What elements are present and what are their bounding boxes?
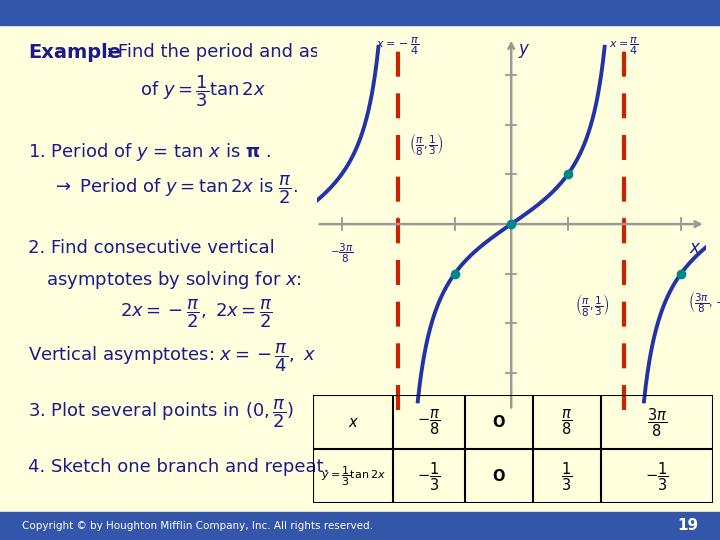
Text: 2. Find consecutive vertical: 2. Find consecutive vertical bbox=[28, 239, 275, 256]
Text: 3. Plot several points in $(0, \dfrac{\pi}{2})$: 3. Plot several points in $(0, \dfrac{\p… bbox=[28, 398, 294, 430]
Text: $-\dfrac{3\pi}{8}$: $-\dfrac{3\pi}{8}$ bbox=[330, 242, 354, 265]
Text: of $y = \dfrac{1}{3}\tan 2x$: of $y = \dfrac{1}{3}\tan 2x$ bbox=[140, 73, 266, 109]
Text: : Find the period and asymptotes and sketch the graph: : Find the period and asymptotes and ske… bbox=[106, 43, 602, 62]
Text: $x$: $x$ bbox=[348, 415, 359, 430]
Text: $\dfrac{\pi}{8}$: $\dfrac{\pi}{8}$ bbox=[562, 408, 572, 437]
Text: $x = \dfrac{\pi}{4}$: $x = \dfrac{\pi}{4}$ bbox=[610, 36, 639, 57]
Text: $\dfrac{3\pi}{8}$: $\dfrac{3\pi}{8}$ bbox=[647, 406, 667, 438]
Text: $2x = -\dfrac{\pi}{2},\ 2x = \dfrac{\pi}{2}$: $2x = -\dfrac{\pi}{2},\ 2x = \dfrac{\pi}… bbox=[120, 298, 273, 330]
Text: $-\dfrac{1}{3}$: $-\dfrac{1}{3}$ bbox=[418, 460, 441, 492]
Text: $\rightarrow$ Period of $y = \tan 2x$ is $\dfrac{\pi}{2}$.: $\rightarrow$ Period of $y = \tan 2x$ is… bbox=[52, 173, 298, 206]
Text: $\mathbf{O}$: $\mathbf{O}$ bbox=[492, 414, 506, 430]
Text: $y=\dfrac{1}{3}\tan 2x$: $y=\dfrac{1}{3}\tan 2x$ bbox=[321, 464, 385, 488]
Text: $x$: $x$ bbox=[689, 239, 702, 257]
Text: Example: Example bbox=[28, 43, 121, 63]
Text: Copyright © by Houghton Mifflin Company, Inc. All rights reserved.: Copyright © by Houghton Mifflin Company,… bbox=[22, 521, 373, 531]
Text: 19: 19 bbox=[678, 518, 698, 534]
Text: $-\dfrac{\pi}{8}$: $-\dfrac{\pi}{8}$ bbox=[418, 408, 441, 437]
Text: $\left(\dfrac{3\pi}{8},-\dfrac{1}{3}\right)$: $\left(\dfrac{3\pi}{8},-\dfrac{1}{3}\rig… bbox=[688, 289, 720, 315]
Text: $\left(\dfrac{\pi}{8},\dfrac{1}{3}\right)$: $\left(\dfrac{\pi}{8},\dfrac{1}{3}\right… bbox=[409, 131, 443, 157]
Text: $\dfrac{1}{3}$: $\dfrac{1}{3}$ bbox=[562, 460, 572, 492]
Text: $\left(\dfrac{\pi}{8},\dfrac{1}{3}\right)$: $\left(\dfrac{\pi}{8},\dfrac{1}{3}\right… bbox=[575, 292, 609, 318]
Text: 1. Period of $y$ = tan $x$ is $\mathbf{\pi}$ .: 1. Period of $y$ = tan $x$ is $\mathbf{\… bbox=[28, 140, 271, 163]
Text: $\mathbf{O}$: $\mathbf{O}$ bbox=[492, 468, 506, 484]
Text: $-\dfrac{1}{3}$: $-\dfrac{1}{3}$ bbox=[645, 460, 669, 492]
Text: asymptotes by solving for $x$:: asymptotes by solving for $x$: bbox=[46, 269, 302, 291]
Text: 4. Sketch one branch and repeat.: 4. Sketch one branch and repeat. bbox=[28, 458, 329, 476]
Text: Vertical asymptotes: $x = -\dfrac{\pi}{4},\ x = \dfrac{\pi}{4}$: Vertical asymptotes: $x = -\dfrac{\pi}{4… bbox=[28, 342, 350, 374]
Text: $x = -\dfrac{\pi}{4}$: $x = -\dfrac{\pi}{4}$ bbox=[377, 36, 420, 57]
Text: $y$: $y$ bbox=[518, 42, 531, 60]
